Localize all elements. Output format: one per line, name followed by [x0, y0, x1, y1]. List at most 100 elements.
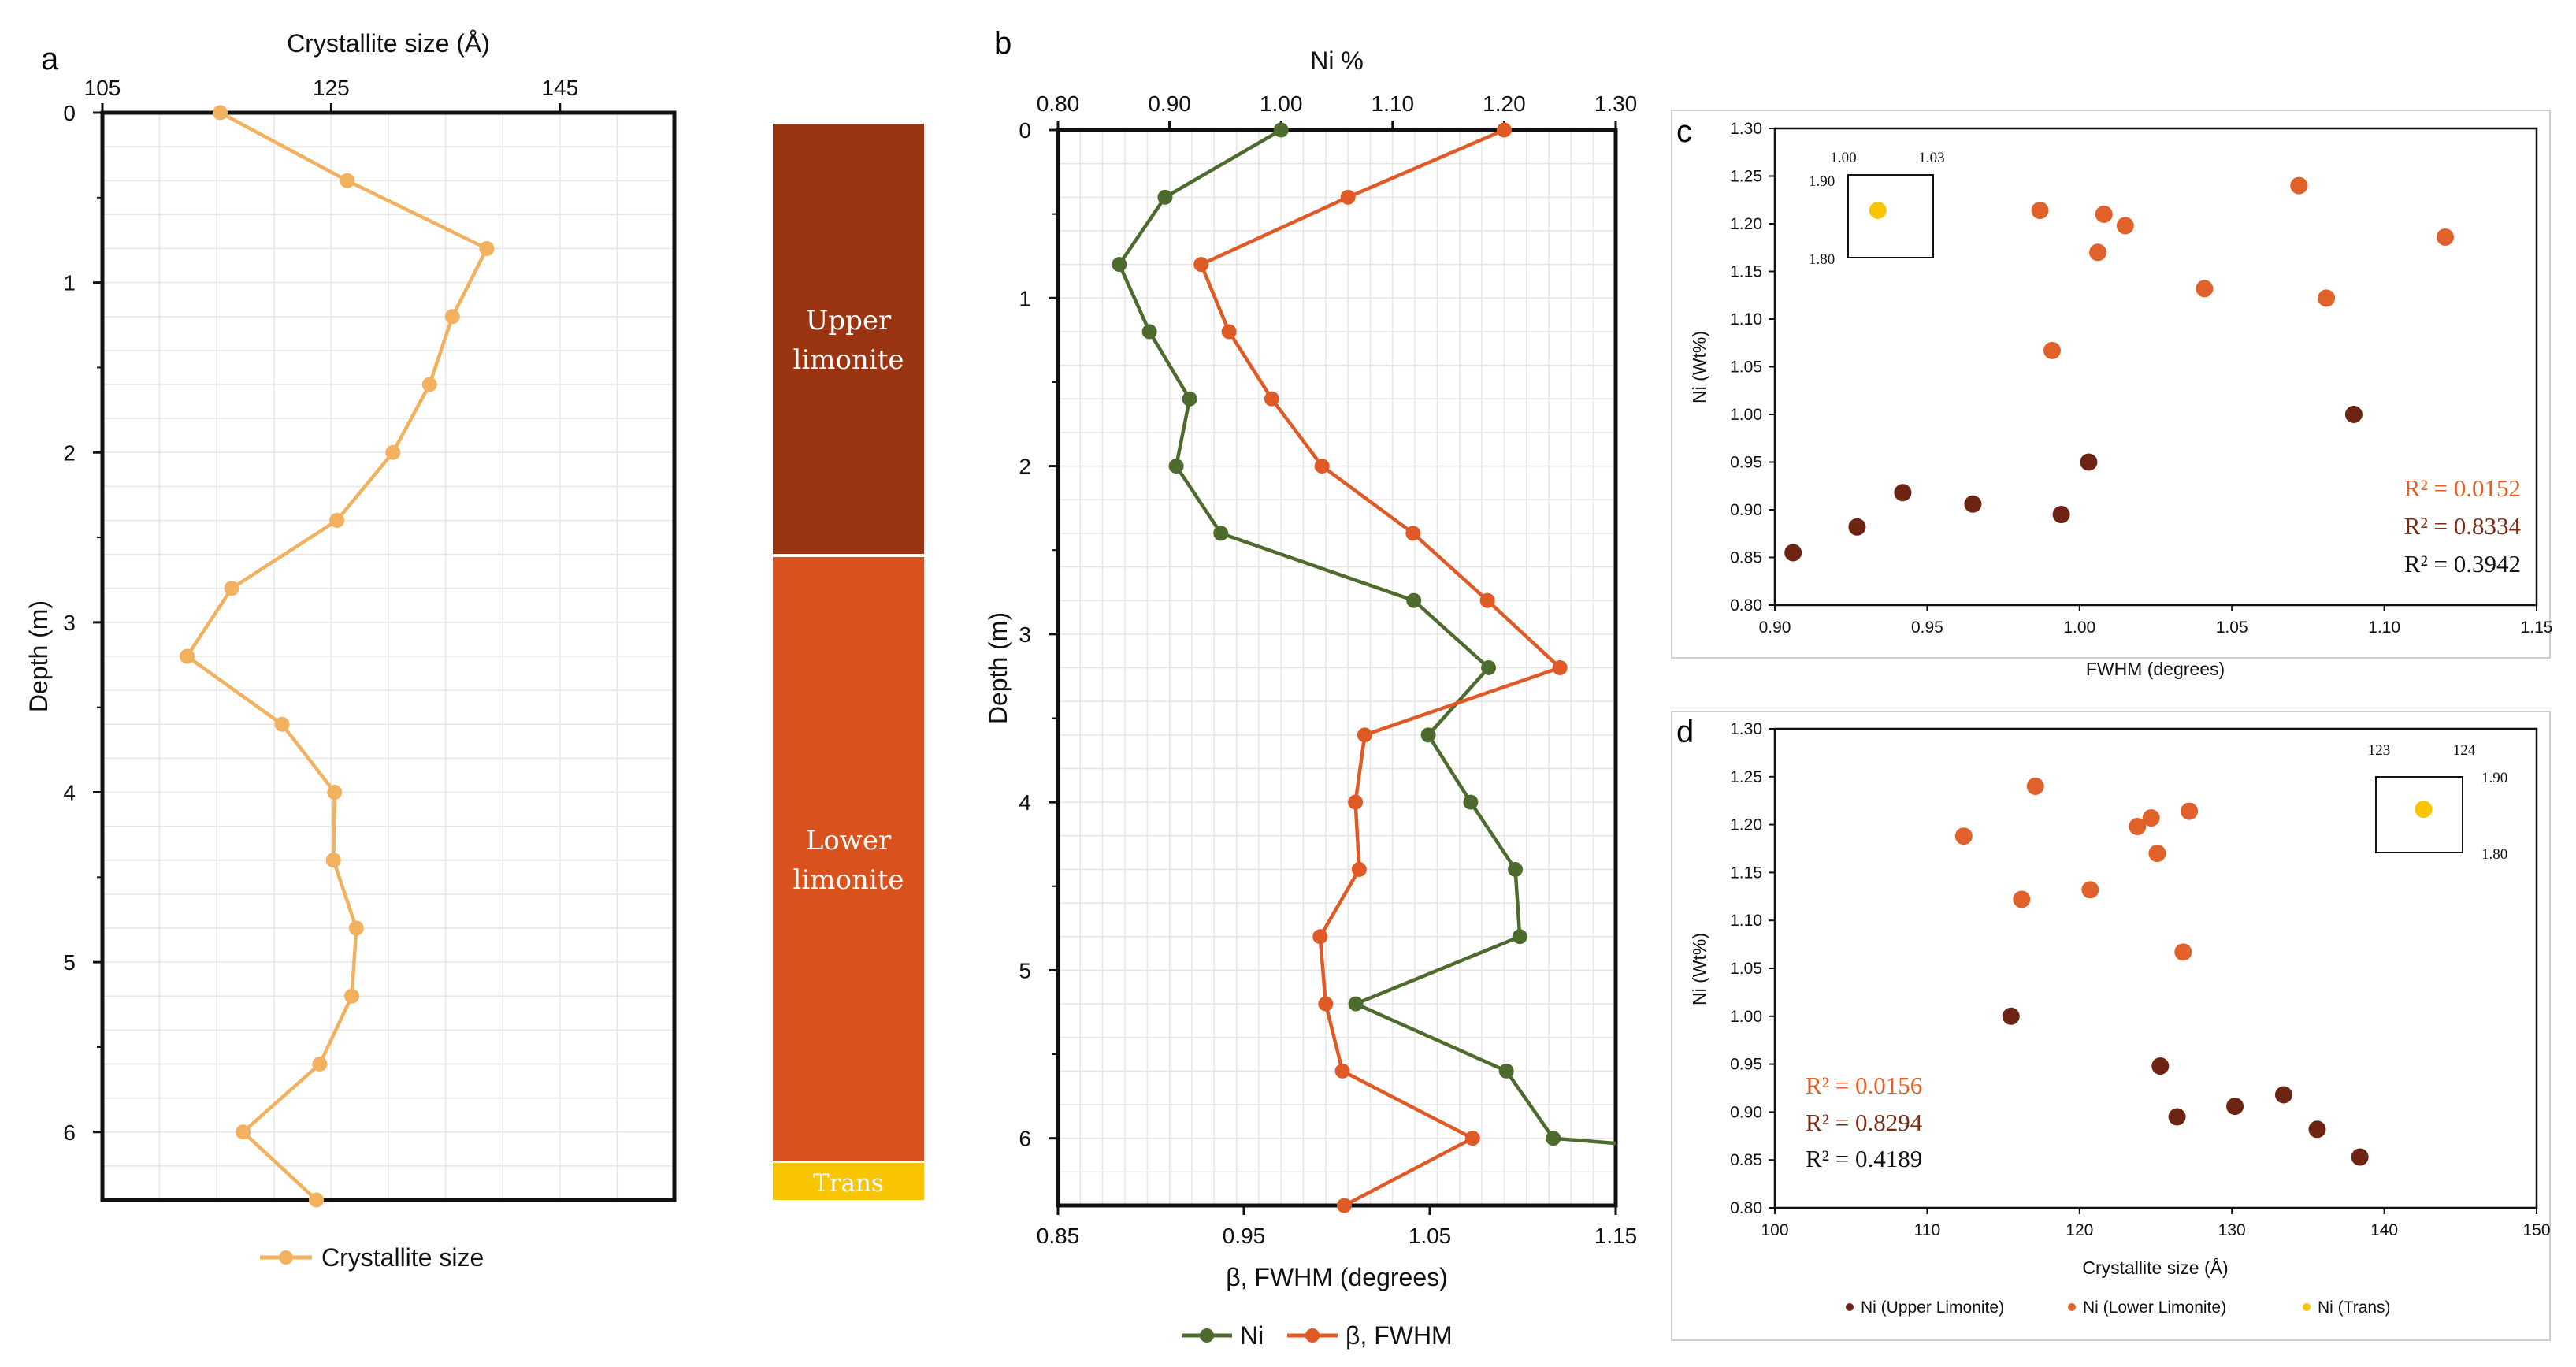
panel-b-ni-fwhm-plot: 0.80 0.90 1.00 1.10 1.20 1.30 0.85 0.95 1.05 1.1…: [984, 46, 1637, 1350]
panel-b-fwhm-point: [1221, 324, 1237, 340]
panel-c-inset-ytick-1: 1.80: [1809, 251, 1835, 268]
panel-d-y-tick-label: 0.85: [1730, 1151, 1762, 1169]
panel-d-point-lower: [2174, 943, 2192, 961]
panel-a-y-title: Depth (m): [24, 600, 53, 712]
legend-label-ni: Ni: [1240, 1321, 1264, 1350]
panel-c-inset-xtick-1: 1.03: [1918, 150, 1944, 166]
panel-a-x-ticks: 105 125 145: [84, 76, 578, 113]
panel-c-x-tick-label: 1.15: [2521, 618, 2553, 637]
panel-d-r2-upper: R² = 0.8294: [1806, 1109, 1923, 1136]
panel-c-r2-upper: R² = 0.8334: [2404, 512, 2522, 540]
panel-d-point-lower: [2148, 845, 2166, 863]
panel-c-y-tick-label: 1.30: [1730, 120, 1762, 138]
panel-c-inset-ytick-0: 1.90: [1809, 173, 1835, 190]
panel-d-y-tick-label: 1.05: [1730, 960, 1762, 978]
panel-a-y-tick-label: 1: [63, 271, 76, 295]
panel-d-point-upper: [2274, 1086, 2292, 1104]
panel-b-top-tick-label: 1.10: [1372, 91, 1415, 116]
panel-a-x-tick-label: 145: [541, 76, 578, 100]
panel-d-legend: Ni (Upper Limonite) Ni (Lower Limonite) …: [1846, 1298, 2391, 1317]
panel-b-series: [1112, 122, 1616, 1213]
panel-label-c: c: [1676, 114, 1692, 149]
legend-marker-upper-limonite: [1846, 1303, 1854, 1311]
panel-b-ni-point: [1273, 122, 1289, 138]
panel-a-crystallite-point: [327, 785, 343, 800]
panel-a-crystallite-point: [348, 920, 364, 936]
panel-c-inset-box: [1847, 174, 1934, 258]
panel-c-point-lower: [2116, 217, 2134, 235]
panel-d-y-title: Ni (Wt%): [1689, 933, 1709, 1005]
panel-c-y-tick-label: 1.25: [1730, 168, 1762, 186]
panel-b-fwhm-point: [1479, 592, 1495, 608]
panel-a-crystallite-point: [421, 377, 437, 392]
panel-b-bottom-tick-label: 0.85: [1037, 1224, 1080, 1248]
legend-label-upper-limonite: Ni (Upper Limonite): [1861, 1298, 2004, 1317]
panel-b-top-tick-label: 0.80: [1037, 91, 1080, 116]
panel-a-crystallite-point: [236, 1124, 251, 1140]
panel-c-point-lower: [2436, 228, 2454, 246]
panel-d-point-upper: [2002, 1007, 2020, 1025]
panel-a-y-tick-label: 6: [63, 1120, 76, 1145]
panel-b-y-tick-label: 1: [1019, 286, 1031, 310]
panel-b-y-tick-label: 5: [1019, 958, 1031, 983]
panel-c-y-tick-label: 0.95: [1730, 454, 1762, 472]
panel-label-d: d: [1676, 715, 1694, 749]
panel-b-fwhm-point: [1193, 257, 1209, 273]
panel-a-y-tick-label: 5: [63, 950, 76, 975]
panel-a-crystallite-point: [385, 444, 401, 460]
panel-c-y-tick-label: 0.80: [1730, 596, 1762, 615]
panel-c-point-lower: [2043, 341, 2061, 359]
panel-a-crystallite-point: [309, 1192, 325, 1208]
panel-d-inset-xtick-0: 123: [2368, 742, 2391, 759]
panel-b-ni-point: [1168, 459, 1184, 474]
panel-b-y-tick-label: 6: [1019, 1127, 1031, 1151]
panel-c-point-lower: [2290, 176, 2308, 195]
panel-a-y-tick-label: 4: [63, 781, 76, 805]
panel-d-y-tick-label: 1.25: [1730, 768, 1762, 786]
panel-c-y-tick-label: 1.15: [1730, 263, 1762, 281]
panel-c-x-tick-label: 1.10: [2368, 618, 2400, 637]
panel-b-ni-point: [1182, 391, 1197, 407]
legend-label-lower-limonite: Ni (Lower Limonite): [2083, 1298, 2226, 1317]
panel-c-point-upper: [1894, 484, 1912, 502]
panel-a-crystallite-plot: 105 125 145 0 1 2 3 4 5 6 Crystallite size (Å) D…: [24, 29, 677, 1272]
panel-c-inset-point-trans: [1869, 202, 1887, 219]
panel-b-top-tick-label: 1.20: [1483, 91, 1526, 116]
panel-a-crystallite-point: [444, 309, 460, 325]
panel-c-point-upper: [2344, 406, 2363, 423]
panel-d-x-tick-label: 100: [1761, 1221, 1788, 1239]
legend-label-fwhm: β, FWHM: [1346, 1321, 1453, 1350]
zone-trans-label: Trans: [813, 1169, 884, 1198]
panel-c-point-upper: [2052, 506, 2070, 524]
panel-b-ni-point: [1141, 324, 1157, 340]
panel-c-point-upper: [1784, 544, 1802, 562]
panel-b-y-tick-label: 0: [1019, 118, 1031, 143]
panel-b-ni-point: [1463, 794, 1479, 810]
panel-c-point-lower: [2031, 202, 2049, 220]
panel-b-fwhm-point: [1357, 727, 1372, 743]
legend-marker-trans: [2303, 1303, 2311, 1311]
panel-d-inset-xtick-1: 124: [2453, 742, 2476, 759]
panel-a-crystallite-point: [325, 853, 341, 868]
panel-c-point-lower: [2089, 243, 2107, 262]
panel-d-x-tick-label: 140: [2370, 1221, 2398, 1239]
panel-c-point-lower: [2318, 289, 2336, 307]
panel-d-scatter-crystallite: 100 110 120 130 140 150 0.80 0.85 0.90 0.95 1.00 1…: [1671, 711, 2551, 1341]
panel-b-legend: Ni β, FWHM: [1182, 1321, 1453, 1350]
panel-a-legend: Crystallite size: [260, 1243, 484, 1272]
panel-b-fwhm-point: [1314, 459, 1330, 474]
panel-c-point-upper: [2080, 453, 2098, 471]
panel-c-y-title: Ni (Wt%): [1689, 331, 1709, 403]
panel-d-point-lower: [2142, 809, 2160, 827]
zone-lower-label-1: Lower: [806, 825, 892, 856]
panel-b-top-tick-label: 0.90: [1148, 91, 1191, 116]
panel-b-y-ticks: 0 1 2 3 4 5 6: [1019, 118, 1058, 1151]
panel-a-y-ticks: 0 1 2 3 4 5 6: [63, 101, 102, 1145]
panel-b-bottom-tick-label: 0.95: [1223, 1224, 1266, 1248]
panel-c-r2-all: R² = 0.3942: [2404, 550, 2521, 578]
panel-c-y-tick-label: 0.90: [1730, 501, 1762, 519]
panel-d-point-upper: [2168, 1108, 2186, 1126]
panel-d-x-tick-label: 120: [2066, 1221, 2093, 1239]
panel-b-ni-point: [1512, 929, 1527, 945]
